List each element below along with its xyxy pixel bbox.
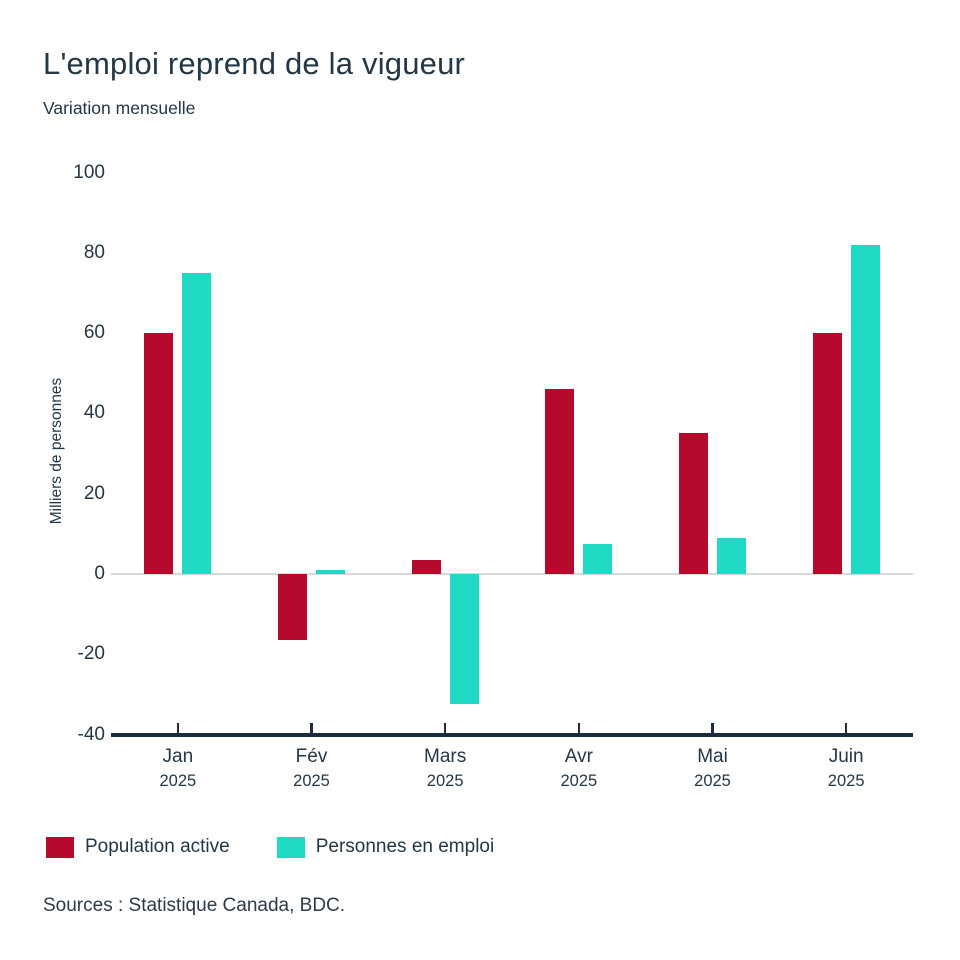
source-note: Sources : Statistique Canada, BDC.	[43, 895, 346, 916]
x-label-month: Mars	[424, 746, 467, 767]
legend: Population active Personnes en emploi	[46, 836, 494, 858]
bar-personnes-en-emploi-2	[449, 574, 479, 705]
x-axis-tick	[443, 723, 447, 733]
bar-personnes-en-emploi-1	[316, 569, 345, 574]
x-label-month: Jan	[162, 746, 194, 767]
y-tick-label: -40	[77, 723, 105, 745]
bar-personnes-en-emploi-4	[717, 537, 746, 574]
x-axis-tick	[310, 723, 313, 733]
y-tick-label: -20	[77, 643, 105, 665]
bar-population-active-0	[144, 333, 174, 574]
chart-title: L'emploi reprend de la vigueur	[43, 46, 466, 81]
x-label-month: Fév	[295, 746, 328, 767]
x-axis-line	[111, 733, 913, 737]
x-label-year: 2025	[560, 772, 598, 790]
y-tick-label: 0	[94, 563, 105, 584]
x-axis-labels: Jan 2025 Fév 2025 Mars 2025 Avr 2025 Mai 2025 Juin…	[111, 746, 913, 798]
zero-gridline	[111, 573, 913, 575]
x-label-avr: Avr 2025	[509, 746, 649, 791]
x-label-jan: Jan 2025	[108, 746, 248, 791]
x-label-mars: Mars 2025	[375, 746, 515, 791]
x-axis-tick	[844, 723, 848, 733]
bar-personnes-en-emploi-0	[182, 272, 212, 574]
bar-population-active-4	[679, 433, 708, 574]
x-label-year: 2025	[159, 772, 197, 790]
x-label-year: 2025	[827, 772, 865, 790]
x-axis-tick	[577, 723, 581, 733]
legend-swatch-population-active	[46, 836, 74, 858]
x-label-month: Mai	[697, 746, 728, 767]
legend-label-population-active: Population active	[85, 836, 230, 857]
legend-item-population-active: Population active	[46, 836, 230, 858]
x-axis-tick	[176, 723, 180, 733]
y-tick-label: 60	[83, 322, 105, 344]
y-tick-label: 80	[83, 241, 105, 263]
x-label-month: Avr	[564, 746, 593, 767]
y-tick-label: 20	[83, 482, 105, 504]
bar-personnes-en-emploi-5	[850, 244, 880, 574]
bar-population-active-1	[278, 574, 307, 641]
x-label-juin: Juin 2025	[776, 746, 916, 791]
x-label-month: Juin	[828, 746, 864, 767]
legend-swatch-personnes-en-emploi	[276, 836, 305, 858]
x-label-fév: Fév 2025	[242, 746, 382, 791]
bar-population-active-2	[411, 559, 441, 574]
x-label-year: 2025	[426, 772, 464, 790]
bar-population-active-5	[812, 333, 842, 574]
y-tick-label: 100	[73, 161, 105, 183]
plot-area	[111, 172, 913, 738]
legend-item-personnes-en-emploi: Personnes en emploi	[276, 836, 495, 858]
chart-subtitle: Variation mensuelle	[43, 98, 196, 118]
x-label-year: 2025	[293, 772, 330, 790]
legend-label-personnes-en-emploi: Personnes en emploi	[315, 836, 495, 857]
x-label-mai: Mai 2025	[643, 746, 783, 791]
x-axis-tick	[711, 723, 714, 733]
bar-personnes-en-emploi-3	[583, 543, 613, 574]
bar-population-active-3	[545, 389, 575, 574]
x-label-year: 2025	[694, 772, 731, 790]
y-tick-label: 40	[83, 402, 105, 424]
